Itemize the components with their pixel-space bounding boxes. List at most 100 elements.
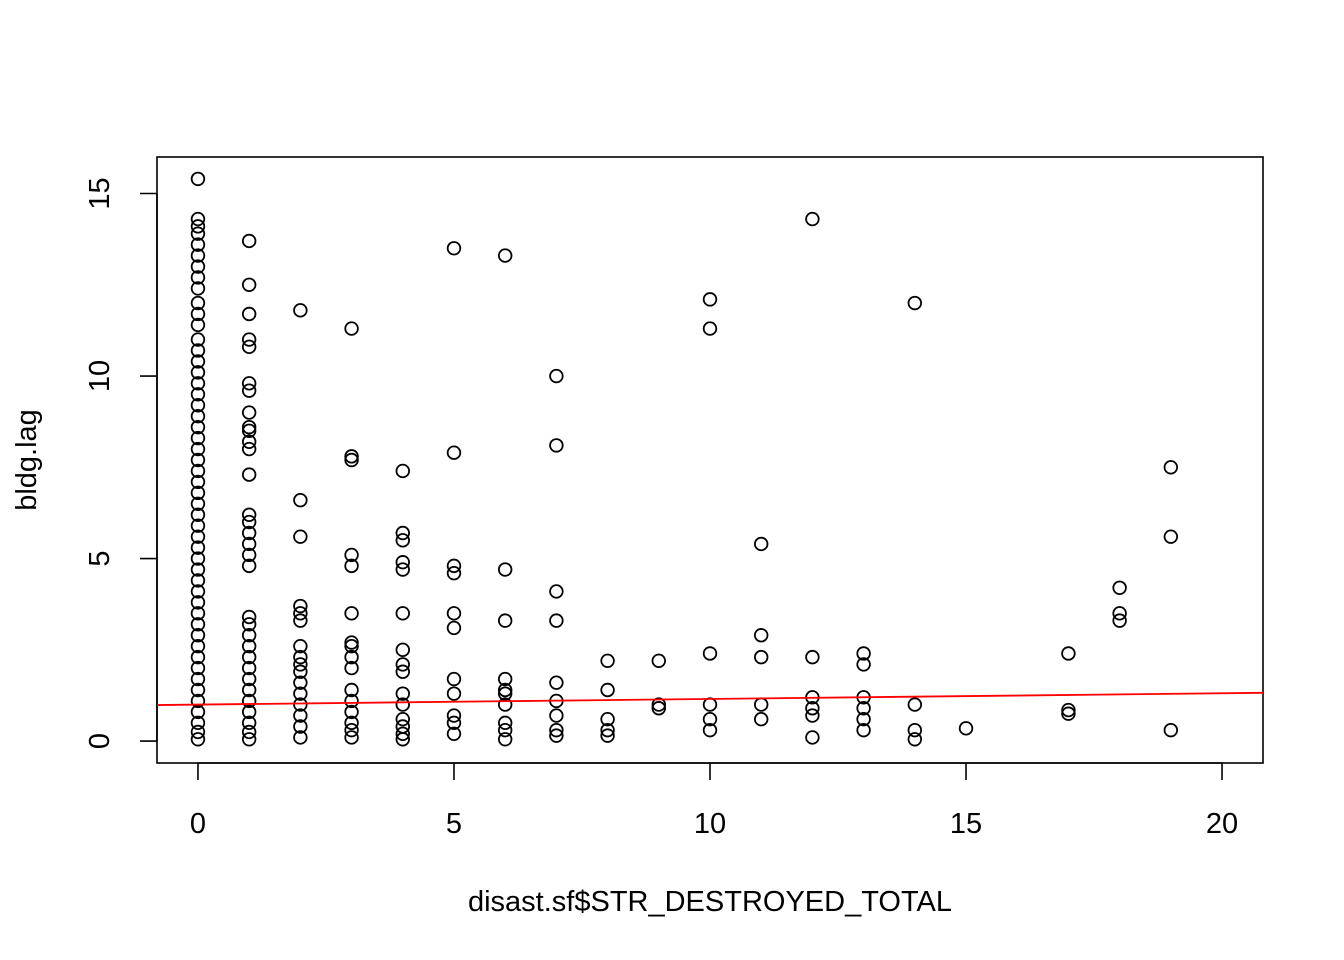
data-point xyxy=(241,660,257,676)
data-point xyxy=(805,649,820,665)
data-point xyxy=(446,715,462,731)
data-point xyxy=(497,562,513,577)
data-point xyxy=(190,281,206,296)
data-point xyxy=(395,732,410,747)
data-point xyxy=(293,606,308,621)
data-point xyxy=(1112,606,1127,621)
data-point xyxy=(190,704,206,720)
data-point xyxy=(754,711,769,727)
data-point xyxy=(395,657,410,672)
data-point xyxy=(1163,460,1179,475)
data-point xyxy=(958,721,974,736)
data-point xyxy=(651,697,666,712)
data-point xyxy=(446,606,462,621)
data-point xyxy=(344,321,359,336)
data-point xyxy=(241,649,257,665)
data-point xyxy=(651,653,666,668)
data-point xyxy=(805,708,820,723)
data-point xyxy=(293,730,308,745)
data-point xyxy=(344,547,359,563)
data-point xyxy=(907,295,923,311)
data-point xyxy=(651,701,666,716)
data-point xyxy=(702,646,718,661)
data-point xyxy=(190,463,206,479)
data-point xyxy=(1061,702,1076,718)
data-point xyxy=(344,704,359,720)
data-point xyxy=(344,682,359,698)
data-point xyxy=(344,730,359,745)
data-point xyxy=(702,711,718,727)
data-point xyxy=(395,463,410,479)
data-point xyxy=(702,697,718,712)
data-point xyxy=(754,649,769,665)
data-point xyxy=(190,259,206,274)
data-point xyxy=(344,660,359,676)
data-point xyxy=(241,682,257,698)
data-point xyxy=(293,664,308,679)
data-point xyxy=(344,606,359,621)
data-point xyxy=(446,445,462,460)
data-point xyxy=(293,697,308,712)
data-point xyxy=(856,701,871,716)
data-point xyxy=(344,715,359,731)
y-tick-label: 10 xyxy=(84,360,116,392)
data-point xyxy=(344,722,359,738)
data-point xyxy=(190,518,206,533)
data-point xyxy=(190,606,206,621)
data-point xyxy=(1061,646,1076,661)
data-point xyxy=(190,551,206,566)
data-point xyxy=(856,722,871,738)
data-point xyxy=(856,657,871,672)
data-point xyxy=(241,405,257,420)
data-point xyxy=(190,649,206,665)
data-point xyxy=(241,423,257,438)
data-point xyxy=(600,722,615,738)
data-point xyxy=(190,354,206,369)
data-point xyxy=(497,682,513,698)
data-point xyxy=(446,565,462,581)
data-point xyxy=(344,558,359,574)
data-point xyxy=(907,697,923,712)
data-point xyxy=(190,226,206,241)
regression-line xyxy=(156,691,1264,706)
data-point xyxy=(190,419,206,435)
data-point xyxy=(190,693,206,709)
data-point xyxy=(190,540,206,555)
data-point xyxy=(190,387,206,402)
data-point xyxy=(497,248,513,263)
data-point xyxy=(754,697,769,712)
data-point xyxy=(190,638,206,654)
data-point xyxy=(600,711,615,727)
x-tick-label: 20 xyxy=(1206,808,1238,840)
data-point xyxy=(190,408,206,424)
data-point xyxy=(190,430,206,446)
data-point xyxy=(549,584,564,599)
data-point xyxy=(190,332,206,347)
data-point xyxy=(293,529,308,544)
data-point xyxy=(497,613,513,628)
data-point xyxy=(293,303,308,318)
data-point xyxy=(805,730,820,745)
y-axis: 0 5 10 15 xyxy=(84,177,158,749)
y-tick-label: 5 xyxy=(84,550,116,566)
data-point xyxy=(241,715,257,731)
data-point xyxy=(395,606,410,621)
data-point xyxy=(395,555,410,570)
data-point xyxy=(241,525,257,541)
data-point xyxy=(805,211,820,227)
data-point xyxy=(190,237,206,252)
data-point xyxy=(549,675,564,690)
data-point xyxy=(190,485,206,501)
data-point xyxy=(446,671,462,687)
data-point xyxy=(446,620,462,636)
data-point xyxy=(1112,580,1127,595)
data-point xyxy=(549,708,564,723)
data-point xyxy=(549,722,564,738)
data-point xyxy=(1112,613,1127,628)
data-point xyxy=(907,722,923,738)
data-point xyxy=(395,686,410,701)
data-point xyxy=(395,664,410,679)
data-point xyxy=(241,671,257,687)
data-point xyxy=(190,715,206,731)
